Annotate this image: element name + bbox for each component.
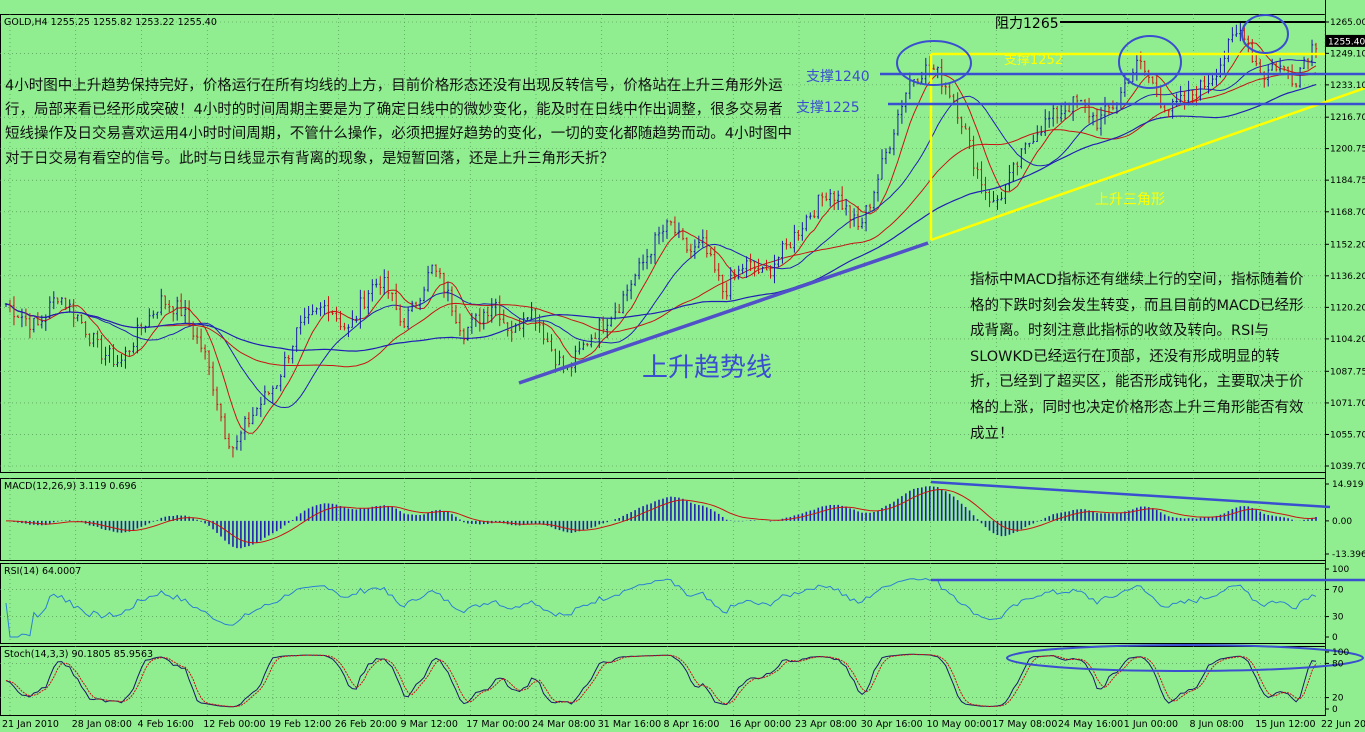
x-tick-label: 9 Mar 12:00 — [401, 719, 458, 730]
y-tick-label: 1265.00 — [1330, 18, 1365, 28]
y-tick-label: 1152.20 — [1330, 240, 1365, 250]
chart-grid — [0, 0, 1326, 716]
x-tick-label: 10 May 00:00 — [927, 719, 992, 730]
macd-signal-line — [6, 488, 1317, 544]
price-candles — [4, 21, 1318, 458]
y-tick-label: 80 — [1332, 659, 1344, 669]
x-tick-label: 22 Jun 20:00 — [1321, 719, 1365, 730]
y-tick-label: 0.00 — [1332, 517, 1352, 527]
panel-frame — [0, 646, 1326, 716]
x-tick-label: 30 Apr 16:00 — [861, 719, 923, 730]
x-tick-label: 1 Jun 00:00 — [1124, 719, 1178, 730]
y-tick-label: 20 — [1332, 694, 1344, 704]
y-tick-label: 100 — [1332, 648, 1349, 658]
top-circle-3 — [1241, 14, 1289, 54]
moving-average-line — [5, 84, 1317, 352]
y-tick-label: 1071.70 — [1330, 399, 1365, 409]
x-tick-label: 17 Mar 00:00 — [466, 719, 529, 730]
y-tick-label: 1104.20 — [1330, 335, 1365, 345]
stoch-d-line — [5, 653, 1317, 708]
x-tick-label: 31 Mar 16:00 — [598, 719, 661, 730]
x-tick-label: 8 Jun 08:00 — [1190, 719, 1244, 730]
moving-average-line — [5, 42, 1317, 434]
indicator-panels — [5, 486, 1317, 708]
y-tick-label: 100 — [1332, 565, 1349, 575]
moving-averages — [5, 42, 1317, 434]
y-tick-label: 14.919 — [1332, 480, 1364, 490]
rsi-line — [5, 577, 1317, 638]
support1225-label: 支撑1225 — [796, 100, 860, 116]
y-tick-label: 1200.75 — [1330, 145, 1365, 155]
x-tick-label: 24 Mar 08:00 — [532, 719, 595, 730]
y-tick-label: 1136.20 — [1330, 272, 1365, 282]
x-tick-label: 24 May 16:00 — [1058, 719, 1123, 730]
y-tick-label: 1216.70 — [1330, 113, 1365, 123]
x-tick-label: 17 May 08:00 — [992, 719, 1057, 730]
last-price-badge — [1326, 34, 1365, 47]
y-tick-label: 1039.70 — [1330, 462, 1365, 472]
y-tick-label: 1055.70 — [1330, 430, 1365, 440]
y-tick-label: 1233.10 — [1330, 81, 1365, 91]
x-tick-label: 16 Apr 00:00 — [729, 719, 791, 730]
top-circle-2 — [1118, 35, 1182, 89]
x-tick-label: 23 Apr 08:00 — [795, 719, 857, 730]
x-tick-label: 8 Apr 16:00 — [664, 719, 720, 730]
y-tick-label: 1087.75 — [1330, 367, 1365, 377]
panel-title: Stoch(14,3,3) 90.1805 85.9563 — [4, 649, 153, 660]
top-circle-1 — [896, 40, 972, 86]
panel-title: MACD(12,26,9) 3.119 0.696 — [4, 481, 137, 492]
x-tick-label: 15 Jun 12:00 — [1255, 719, 1315, 730]
x-tick-label: 26 Feb 20:00 — [335, 719, 397, 730]
x-tick-label: 4 Feb 16:00 — [138, 719, 194, 730]
stoch-top-ellipse — [1006, 644, 1364, 672]
x-tick-label: 12 Feb 00:00 — [203, 719, 265, 730]
y-tick-label: 30 — [1332, 613, 1344, 623]
support1240-label: 支撑1240 — [806, 69, 870, 85]
x-tick-label: 19 Feb 12:00 — [269, 719, 331, 730]
x-tick-label: 28 Jan 08:00 — [72, 719, 132, 730]
support1252-label: 支撑1252 — [1004, 53, 1063, 68]
uptrend-line — [518, 241, 929, 385]
analysis-text-left: 4小时图中上升趋势保持完好，价格运行在所有均线的上方，目前价格形态还没有出现反转… — [5, 78, 792, 167]
macd-divergence-line — [930, 480, 1331, 509]
y-tick-label: 0 — [1332, 633, 1338, 643]
triangle-bottom-line — [930, 86, 1365, 242]
axes: 21 Jan 2010 28 Jan 08:00 4 Feb 16:00 12 Feb… — [2, 17, 1365, 730]
triangle-label: 上升三角形 — [1095, 192, 1165, 208]
moving-average-line — [5, 72, 1317, 368]
y-tick-label: 70 — [1332, 585, 1344, 595]
annotations: 阻力1265 支撑1252 上升三角形 支撑1240 支撑1225 上升趋势线 — [518, 14, 1365, 672]
resistance-label: 阻力1265 — [995, 16, 1059, 32]
panel-title: RSI(14) 64.0007 — [4, 566, 81, 577]
y-tick-label: 1249.10 — [1330, 49, 1365, 59]
y-tick-label: 1184.75 — [1330, 176, 1365, 186]
y-tick-label: 1168.70 — [1330, 208, 1365, 218]
y-tick-label: -13.396 — [1332, 550, 1365, 560]
panel-frame — [0, 563, 1326, 644]
panel-title: GOLD,H4 1255.25 1255.82 1253.22 1255.40 — [4, 17, 217, 28]
uptrend-label: 上升趋势线 — [642, 353, 772, 383]
analysis-text-right: 指标中MACD指标还有继续上行的空间，指标随着价格的下跌时刻会发生转变，而且目前… — [970, 272, 1304, 442]
y-tick-label: 1120.20 — [1330, 303, 1365, 313]
last-price-label: 1255.40 — [1328, 37, 1365, 47]
y-tick-label: 0 — [1332, 705, 1338, 715]
x-tick-label: 21 Jan 2010 — [2, 719, 59, 730]
